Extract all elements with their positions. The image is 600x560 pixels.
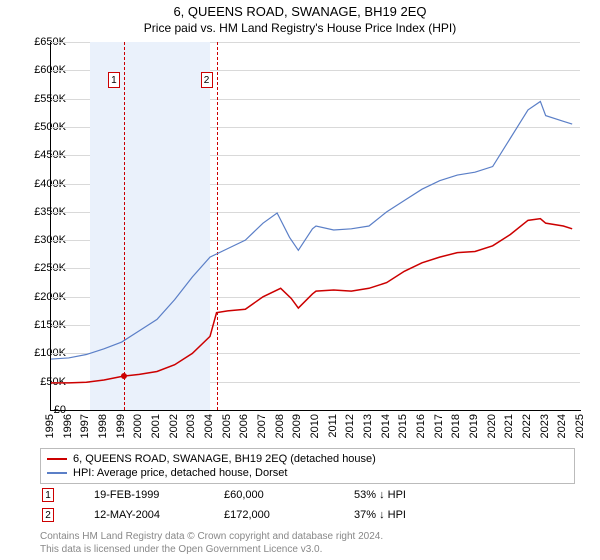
series-marker-dot xyxy=(121,373,127,379)
legend-label: 6, QUEENS ROAD, SWANAGE, BH19 2EQ (detac… xyxy=(73,453,376,465)
x-tick-label: 2019 xyxy=(468,414,480,438)
x-tick-label: 2007 xyxy=(256,414,268,438)
x-tick-label: 2000 xyxy=(132,414,144,438)
x-tick-label: 2020 xyxy=(486,414,498,438)
plot-area: 12 xyxy=(50,42,581,411)
x-tick-label: 2004 xyxy=(203,414,215,438)
marker-delta: 37% ↓ HPI xyxy=(354,509,444,521)
x-tick-label: 2001 xyxy=(150,414,162,438)
x-tick-label: 2014 xyxy=(380,414,392,438)
x-tick-label: 2009 xyxy=(291,414,303,438)
x-tick-label: 2002 xyxy=(168,414,180,438)
x-tick-label: 2010 xyxy=(309,414,321,438)
x-tick-label: 2018 xyxy=(450,414,462,438)
chart-title: 6, QUEENS ROAD, SWANAGE, BH19 2EQ xyxy=(0,0,600,19)
marker-id-box: 2 xyxy=(42,508,54,522)
marker-price: £172,000 xyxy=(224,509,314,521)
marker-date: 19-FEB-1999 xyxy=(94,489,184,501)
x-tick-label: 2016 xyxy=(415,414,427,438)
x-tick-label: 2012 xyxy=(344,414,356,438)
x-tick-label: 2021 xyxy=(503,414,515,438)
marker-table-row: 1 19-FEB-1999 £60,000 53% ↓ HPI xyxy=(42,488,444,502)
footer-line: This data is licensed under the Open Gov… xyxy=(40,544,383,557)
x-tick-label: 2023 xyxy=(539,414,551,438)
x-tick-label: 2024 xyxy=(556,414,568,438)
x-tick-label: 1996 xyxy=(62,414,74,438)
legend-row: 6, QUEENS ROAD, SWANAGE, BH19 2EQ (detac… xyxy=(47,452,568,466)
x-tick-label: 2008 xyxy=(274,414,286,438)
x-tick-label: 2003 xyxy=(185,414,197,438)
legend-swatch xyxy=(47,472,67,474)
x-tick-label: 2006 xyxy=(238,414,250,438)
series-hpi xyxy=(51,101,572,359)
x-tick-label: 1995 xyxy=(44,414,56,438)
legend-row: HPI: Average price, detached house, Dors… xyxy=(47,466,568,480)
footer-line: Contains HM Land Registry data © Crown c… xyxy=(40,531,383,544)
chart-subtitle: Price paid vs. HM Land Registry's House … xyxy=(0,19,600,41)
marker-delta: 53% ↓ HPI xyxy=(354,489,444,501)
x-tick-label: 2005 xyxy=(221,414,233,438)
marker-table-row: 2 12-MAY-2004 £172,000 37% ↓ HPI xyxy=(42,508,444,522)
x-tick-label: 2013 xyxy=(362,414,374,438)
marker-date: 12-MAY-2004 xyxy=(94,509,184,521)
x-tick-label: 2022 xyxy=(521,414,533,438)
x-tick-label: 1998 xyxy=(97,414,109,438)
chart-container: 6, QUEENS ROAD, SWANAGE, BH19 2EQ Price … xyxy=(0,0,600,560)
x-tick-label: 2017 xyxy=(433,414,445,438)
marker-id-box: 1 xyxy=(42,488,54,502)
series-price_paid xyxy=(51,219,572,383)
x-tick-label: 2011 xyxy=(327,414,339,438)
x-tick-label: 1997 xyxy=(79,414,91,438)
legend-swatch xyxy=(47,458,67,460)
x-tick-label: 2015 xyxy=(397,414,409,438)
legend-label: HPI: Average price, detached house, Dors… xyxy=(73,467,287,479)
x-tick-label: 2025 xyxy=(574,414,586,438)
line-series-svg xyxy=(51,42,581,410)
footer-attribution: Contains HM Land Registry data © Crown c… xyxy=(40,531,383,556)
legend: 6, QUEENS ROAD, SWANAGE, BH19 2EQ (detac… xyxy=(40,448,575,484)
x-tick-label: 1999 xyxy=(115,414,127,438)
marker-price: £60,000 xyxy=(224,489,314,501)
